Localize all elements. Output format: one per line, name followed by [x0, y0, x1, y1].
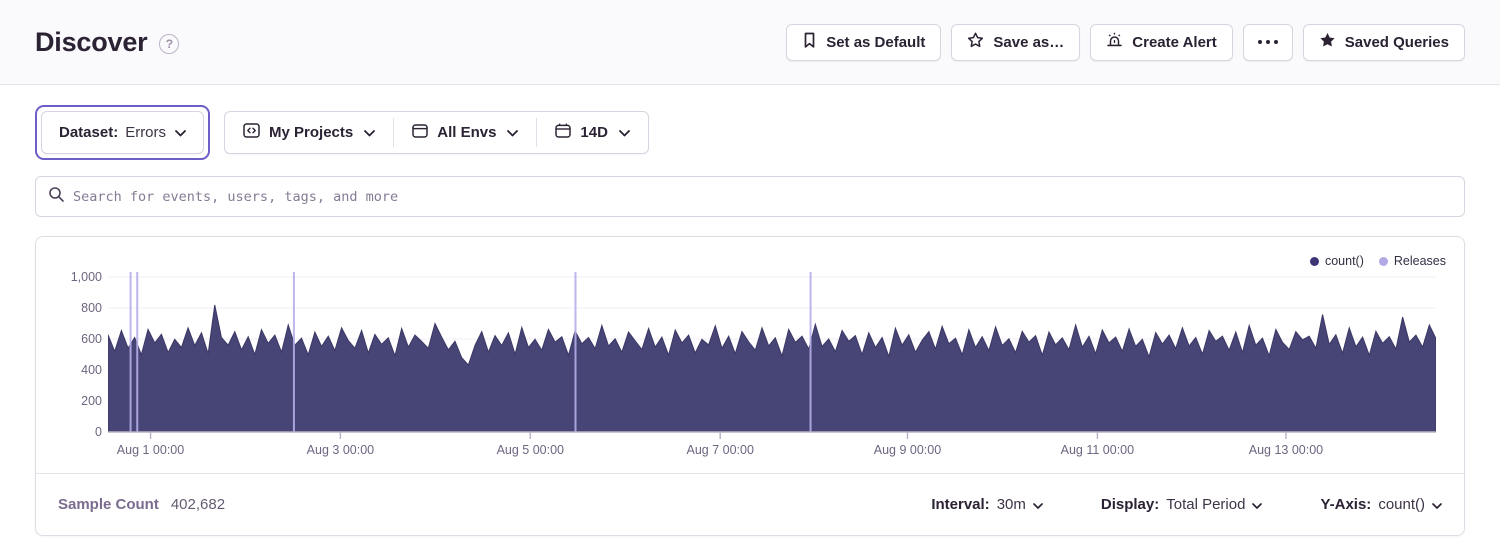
chevron-down-icon: [1432, 496, 1442, 513]
legend-dot-icon: [1309, 256, 1319, 266]
y-axis-tick-label: 600: [81, 332, 102, 346]
interval-dropdown[interactable]: Interval: 30m: [931, 496, 1043, 513]
search-bar: [35, 176, 1465, 217]
chevron-down-icon: [1033, 496, 1043, 513]
calendar-icon: [555, 123, 572, 142]
x-axis-tick-label: Aug 11 00:00: [1060, 443, 1135, 457]
environment-dropdown[interactable]: All Envs: [394, 112, 536, 153]
create-alert-button[interactable]: Create Alert: [1090, 23, 1233, 61]
x-axis-labels: Aug 1 00:00 Aug 3 00:00 Aug 5 00:00 Aug 7 0…: [108, 443, 1436, 461]
x-axis-tick-label: Aug 9 00:00: [873, 443, 942, 457]
legend-label: Releases: [1393, 254, 1446, 268]
chevron-down-icon: [507, 124, 519, 141]
x-axis-tick-label: Aug 5 00:00: [496, 443, 565, 457]
chart-region: count() Releases 0 200 400 600 800 1,000 Aug 1…: [36, 237, 1464, 473]
x-axis-tick-label: Aug 3 00:00: [306, 443, 375, 457]
y-axis-tick-label: 200: [81, 394, 102, 408]
project-icon: [243, 123, 260, 142]
divider: [393, 118, 395, 147]
page-header: Discover ? Set as Default Save as…: [0, 0, 1500, 85]
main-content: Dataset: Errors My Projects: [0, 104, 1500, 536]
window-icon: [412, 123, 428, 142]
x-axis-tick-label: Aug 13 00:00: [1248, 443, 1324, 457]
search-input[interactable]: [73, 188, 1452, 205]
chart-legend: count() Releases: [1309, 254, 1446, 268]
y-axis-tick-label: 800: [81, 301, 102, 315]
area-chart[interactable]: [108, 264, 1436, 440]
divider: [536, 118, 538, 147]
legend-item-count[interactable]: count(): [1309, 254, 1364, 268]
legend-item-releases[interactable]: Releases: [1378, 254, 1446, 268]
save-as-button[interactable]: Save as…: [951, 23, 1081, 61]
header-actions: Set as Default Save as… Create Alert: [786, 23, 1465, 61]
chevron-down-icon: [1252, 496, 1263, 513]
filter-row: Dataset: Errors My Projects: [35, 104, 1465, 161]
help-icon[interactable]: ?: [159, 34, 180, 54]
yaxis-dropdown[interactable]: Y-Axis: count(): [1320, 496, 1442, 513]
date-range-dropdown[interactable]: 14D: [537, 112, 648, 153]
x-axis-tick-label: Aug 1 00:00: [116, 443, 185, 457]
chevron-down-icon: [619, 124, 630, 141]
sample-count-label: Sample Count: [58, 496, 159, 513]
y-axis-labels: 0 200 400 600 800 1,000: [36, 237, 102, 473]
siren-icon: [1106, 32, 1123, 52]
search-icon: [48, 186, 65, 208]
ellipsis-icon: [1257, 40, 1278, 44]
page-filter-bar: My Projects All Envs: [224, 111, 649, 154]
set-as-default-button[interactable]: Set as Default: [786, 23, 942, 61]
y-axis-tick-label: 400: [81, 363, 102, 377]
display-dropdown[interactable]: Display: Total Period: [1101, 496, 1263, 513]
sample-count: Sample Count 402,682: [58, 496, 225, 513]
y-axis-tick-label: 0: [95, 425, 102, 439]
chart-footer: Sample Count 402,682 Interval: 30m Displ…: [36, 473, 1464, 535]
star-outline-icon: [967, 32, 984, 52]
chevron-down-icon: [364, 124, 376, 141]
x-axis-tick-label: Aug 7 00:00: [686, 443, 754, 457]
bookmark-icon: [802, 32, 817, 53]
chevron-down-icon: [175, 124, 186, 141]
saved-queries-button[interactable]: Saved Queries: [1302, 23, 1465, 61]
chart-controls: Interval: 30m Display: Total Period Y-Ax…: [931, 496, 1442, 513]
legend-dot-icon: [1378, 256, 1388, 266]
title-wrap: Discover ?: [35, 26, 180, 58]
chart-panel: count() Releases 0 200 400 600 800 1,000 Aug 1…: [35, 236, 1465, 536]
dataset-highlight-ring: Dataset: Errors: [35, 105, 211, 160]
legend-label: count(): [1324, 254, 1364, 268]
page-title: Discover: [35, 26, 148, 57]
sample-count-value: 402,682: [170, 496, 226, 513]
more-options-button[interactable]: [1242, 23, 1293, 61]
dataset-dropdown[interactable]: Dataset: Errors: [41, 111, 205, 154]
projects-dropdown[interactable]: My Projects: [225, 112, 393, 153]
y-axis-tick-label: 1,000: [70, 270, 102, 284]
star-filled-icon: [1319, 32, 1336, 52]
